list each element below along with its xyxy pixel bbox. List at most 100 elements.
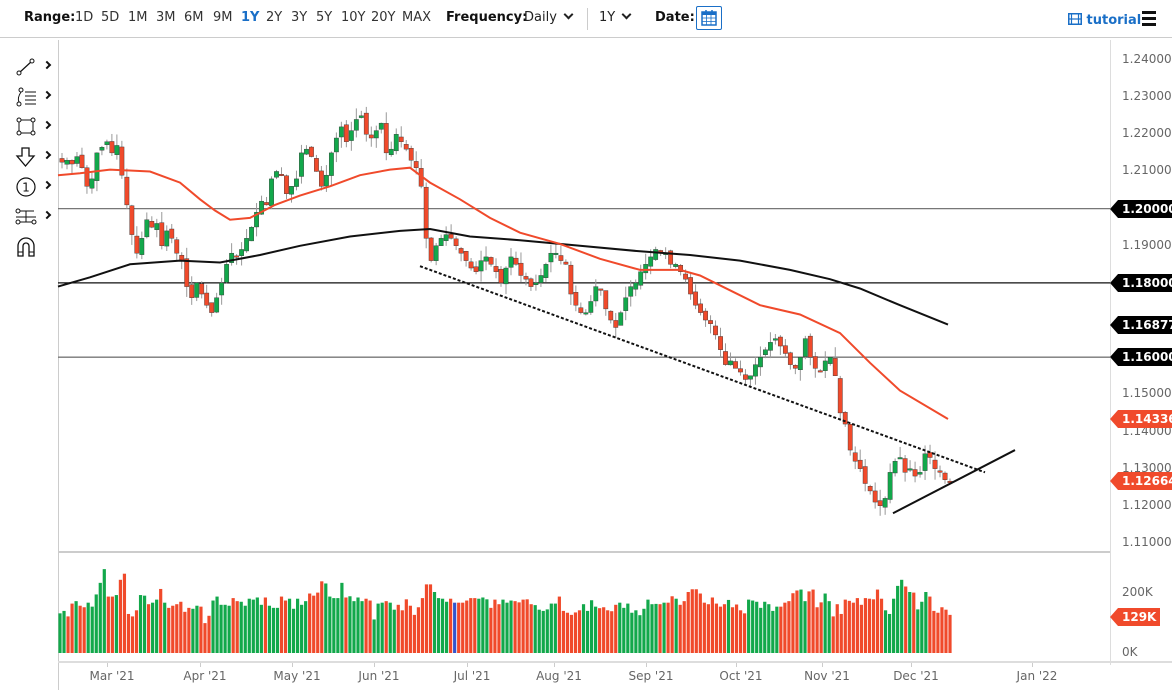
volume-bar: [565, 612, 570, 653]
volume-bar: [82, 607, 86, 653]
volume-bar: [610, 611, 614, 653]
candle-body: [932, 459, 938, 469]
annotation-tool[interactable]: 1: [14, 176, 54, 200]
volume-bar: [674, 598, 678, 653]
range-button-10y[interactable]: 10Y: [341, 10, 366, 25]
volume-bar: [614, 604, 618, 653]
range-button-2y[interactable]: 2Y: [266, 10, 283, 25]
volume-bar: [714, 603, 719, 653]
chart-toolbar: Range: 1D 5D 1M 3M 6M 9M 1Y 2Y 3Y 5Y 10Y 20Y MAX Fre…: [0, 0, 1172, 38]
volume-axis-label: 0K: [1122, 645, 1138, 659]
frequency-dropdown[interactable]: Daily: [524, 9, 574, 25]
volume-bar: [171, 605, 175, 653]
volume-bar: [827, 601, 831, 653]
volume-bar: [473, 598, 477, 653]
magnet-tool[interactable]: [14, 236, 54, 260]
candle-body: [368, 134, 374, 139]
volume-bar: [706, 604, 710, 653]
candle-body: [219, 282, 225, 296]
candle-body: [433, 245, 439, 261]
volume-bar: [541, 610, 545, 653]
range-button-3m[interactable]: 3M: [156, 10, 176, 25]
volume-bar: [662, 602, 666, 653]
dashed-trendline: [419, 265, 986, 474]
arrow-tool[interactable]: [14, 146, 54, 170]
volume-bar: [573, 612, 578, 653]
range-button-1y[interactable]: 1Y: [241, 10, 260, 25]
price-axis-label: 1.22000: [1122, 126, 1172, 141]
candle-body: [553, 252, 559, 255]
volume-bar: [557, 596, 561, 653]
volume-bar: [920, 601, 924, 653]
volume-bar: [348, 596, 352, 653]
candle-body: [523, 276, 529, 280]
range-button-20y[interactable]: 20Y: [371, 10, 396, 25]
volume-bar: [211, 600, 215, 653]
volume-bar: [151, 602, 155, 653]
candle-body: [119, 146, 125, 176]
candle-body: [413, 161, 419, 168]
price-axis-label: 1.13000: [1122, 460, 1172, 475]
range-button-6m[interactable]: 6M: [184, 10, 204, 25]
volume-bar: [710, 597, 714, 653]
range-button-5d[interactable]: 5D: [101, 10, 120, 25]
candle-body: [333, 137, 339, 153]
candle-body: [319, 170, 324, 187]
candle-body: [772, 338, 778, 341]
volume-bar: [545, 609, 549, 653]
volume-bar: [654, 603, 658, 653]
volume-bar: [412, 614, 416, 653]
menu-icon[interactable]: [1142, 11, 1156, 29]
candle-body: [508, 256, 514, 268]
volume-bar: [505, 602, 509, 653]
volume-bar: [606, 610, 610, 653]
volume-bar: [332, 598, 336, 653]
measure-tool[interactable]: [14, 206, 54, 230]
candle-body: [628, 286, 634, 297]
volume-bar: [501, 599, 505, 653]
volume-bar: [134, 610, 139, 653]
volume-bar: [823, 593, 827, 653]
volume-bar: [561, 610, 565, 653]
fibonacci-tool[interactable]: [14, 86, 54, 110]
time-axis-tick: [292, 663, 293, 667]
volume-bar: [98, 582, 102, 653]
volume-bar: [138, 595, 143, 653]
candle-body: [588, 301, 594, 313]
volume-bar: [300, 604, 304, 653]
range-button-1m[interactable]: 1M: [128, 10, 148, 25]
time-axis-tick: [646, 663, 647, 667]
pane-separator[interactable]: [58, 551, 1110, 553]
volume-bar: [585, 610, 590, 653]
volume-bar: [291, 608, 296, 653]
range-button-max[interactable]: MAX: [402, 10, 432, 25]
number-circle-icon: 1: [16, 177, 36, 197]
shape-tool[interactable]: [14, 116, 54, 140]
tutorial-link[interactable]: tutorial: [1068, 13, 1141, 28]
candle-body: [907, 468, 913, 471]
range-button-5y[interactable]: 5Y: [316, 10, 333, 25]
volume-bar: [287, 598, 292, 653]
trend-line-tool[interactable]: [14, 56, 54, 80]
volume-bar: [86, 602, 90, 653]
volume-bar: [328, 596, 332, 653]
volume-bar: [102, 569, 106, 653]
range-button-3y[interactable]: 3Y: [291, 10, 308, 25]
range-button-1d[interactable]: 1D: [75, 10, 94, 25]
volume-bar: [308, 593, 312, 653]
date-picker-button[interactable]: [696, 6, 722, 30]
volume-bar: [312, 595, 316, 653]
candle-body: [373, 130, 379, 139]
period-dropdown[interactable]: 1Y: [599, 9, 632, 25]
volume-bar: [465, 600, 469, 653]
volume-bar: [231, 598, 235, 653]
volume-bar: [630, 612, 634, 653]
range-button-9m[interactable]: 9M: [213, 10, 233, 25]
candle-body: [643, 264, 649, 274]
candle-body: [723, 351, 728, 365]
candle-body: [378, 122, 384, 130]
volume-bar: [155, 599, 159, 653]
time-axis-tick: [822, 663, 823, 667]
volume-bar: [831, 616, 835, 653]
